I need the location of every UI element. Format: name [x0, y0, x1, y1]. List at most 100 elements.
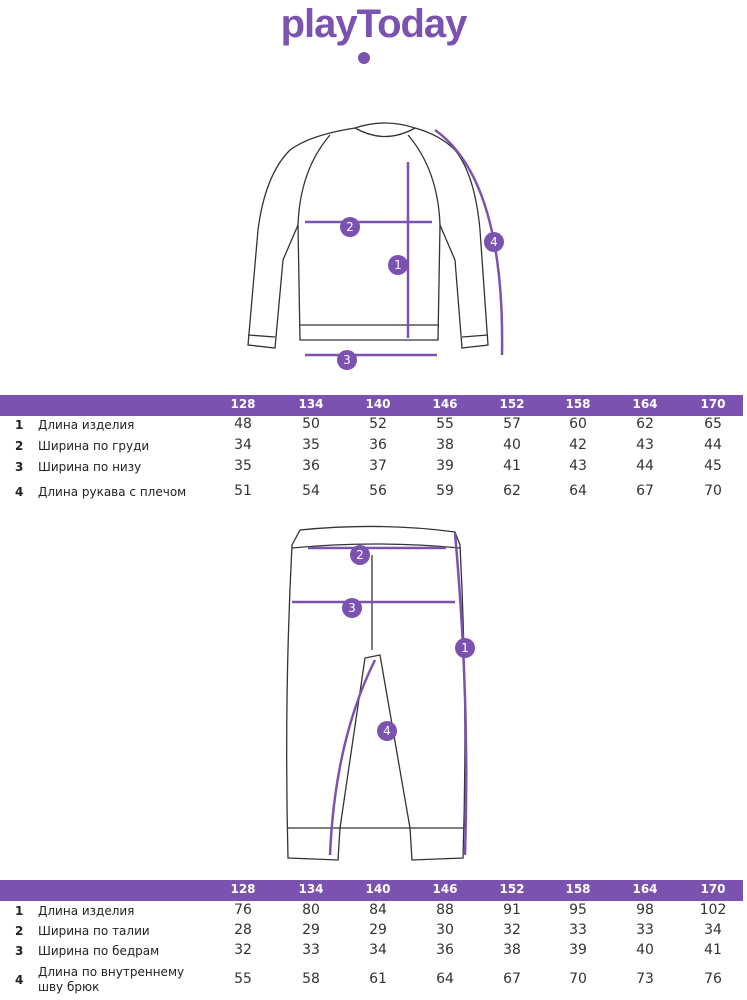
row-label: Ширина по груди [38, 439, 150, 453]
marker-4 [484, 232, 504, 252]
marker-1 [388, 255, 408, 275]
table-row: 3 Ширина по бедрам 32 33 34 36 38 39 40 41 [0, 942, 747, 962]
cell-value: 102 [699, 902, 727, 918]
cell-value: 28 [234, 922, 252, 938]
cell-value: 64 [569, 483, 587, 499]
size-header: 146 [432, 397, 458, 411]
row-label: Ширина по бедрам [38, 944, 160, 958]
cell-value: 34 [369, 942, 387, 958]
cell-value: 62 [503, 483, 521, 499]
table-row: 4 Длина рукава с плечом 51 54 56 59 62 64 67 70 [0, 483, 747, 503]
cell-value: 56 [369, 483, 387, 499]
bottom-table-header: 128 134 140 146 152 158 164 170 [0, 880, 743, 901]
cell-value: 34 [234, 437, 252, 453]
cell-value: 32 [503, 922, 521, 938]
size-header: 170 [700, 882, 726, 896]
cell-value: 44 [636, 458, 654, 474]
marker-label: 3 [348, 601, 356, 615]
table-row: 3 Ширина по низу 35 36 37 39 41 43 44 45 [0, 458, 747, 478]
cell-value: 38 [436, 437, 454, 453]
cell-value: 54 [302, 483, 320, 499]
brand-logo: playToday [280, 2, 468, 46]
cell-value: 60 [569, 416, 587, 432]
size-header: 164 [632, 397, 658, 411]
size-header: 140 [365, 397, 391, 411]
size-header: 128 [230, 882, 256, 896]
cell-value: 88 [436, 902, 454, 918]
cell-value: 70 [704, 483, 722, 499]
cell-value: 33 [569, 922, 587, 938]
marker-label: 2 [346, 220, 354, 234]
cell-value: 45 [704, 458, 722, 474]
cell-value: 57 [503, 416, 521, 432]
cell-value: 55 [436, 416, 454, 432]
cell-value: 51 [234, 483, 252, 499]
cell-value: 76 [234, 902, 252, 918]
row-number: 4 [15, 973, 24, 987]
marker-label: 2 [356, 548, 364, 562]
cell-value: 70 [569, 971, 587, 987]
size-header: 170 [700, 397, 726, 411]
cell-value: 59 [436, 483, 454, 499]
cell-value: 42 [569, 437, 587, 453]
cell-value: 36 [302, 458, 320, 474]
cell-value: 43 [569, 458, 587, 474]
cell-value: 64 [436, 971, 454, 987]
cell-value: 32 [234, 942, 252, 958]
cell-value: 39 [436, 458, 454, 474]
top-table-header: 128 134 140 146 152 158 164 170 [0, 395, 743, 416]
cell-value: 91 [503, 902, 521, 918]
table-row: 1 Длина изделия 76 80 84 88 91 95 98 102 [0, 902, 747, 922]
row-number: 3 [15, 460, 24, 474]
marker-3 [337, 350, 357, 370]
row-number: 1 [15, 904, 24, 918]
cell-value: 98 [636, 902, 654, 918]
table-row: 2 Ширина по груди 34 35 36 38 40 42 43 44 [0, 437, 747, 457]
row-number: 2 [15, 924, 24, 938]
cell-value: 73 [636, 971, 654, 987]
row-number: 4 [15, 485, 24, 499]
cell-value: 62 [636, 416, 654, 432]
cell-value: 76 [704, 971, 722, 987]
row-label: Длина по внутреннему шву брюк [38, 965, 185, 994]
row-number: 2 [15, 439, 24, 453]
cell-value: 67 [636, 483, 654, 499]
size-header: 158 [565, 397, 591, 411]
row-number: 3 [15, 944, 24, 958]
table-row: 2 Ширина по талии 28 29 29 30 32 33 33 34 [0, 922, 747, 942]
cell-value: 38 [503, 942, 521, 958]
cell-value: 33 [636, 922, 654, 938]
cell-value: 34 [704, 922, 722, 938]
cell-value: 44 [704, 437, 722, 453]
row-label: Длина рукава с плечом [38, 485, 187, 499]
size-header: 134 [298, 882, 324, 896]
cell-value: 41 [503, 458, 521, 474]
cell-value: 40 [636, 942, 654, 958]
cell-value: 39 [569, 942, 587, 958]
table-row: 4 Длина по внутреннему шву брюк 55 58 61 64 67… [0, 965, 747, 994]
size-header: 134 [298, 397, 324, 411]
size-header: 140 [365, 882, 391, 896]
cell-value: 35 [302, 437, 320, 453]
size-header: 146 [432, 882, 458, 896]
cell-value: 48 [234, 416, 252, 432]
cell-value: 29 [302, 922, 320, 938]
cell-value: 84 [369, 902, 387, 918]
marker-label: 3 [343, 353, 351, 367]
size-header: 164 [632, 882, 658, 896]
marker-2 [340, 217, 360, 237]
cell-value: 41 [704, 942, 722, 958]
logo-dot [358, 52, 370, 64]
cell-value: 33 [302, 942, 320, 958]
cell-value: 65 [704, 416, 722, 432]
pants-drawing: 1 2 3 4 [286, 525, 475, 861]
cell-value: 61 [369, 971, 387, 987]
cell-value: 43 [636, 437, 654, 453]
cell-value: 35 [234, 458, 252, 474]
cell-value: 67 [503, 971, 521, 987]
table-row: 1 Длина изделия 48 50 52 55 57 60 62 65 [0, 416, 747, 436]
size-header: 152 [499, 882, 525, 896]
row-label: Ширина по низу [38, 460, 142, 474]
sweater-drawing: 1 2 3 4 [247, 122, 504, 370]
